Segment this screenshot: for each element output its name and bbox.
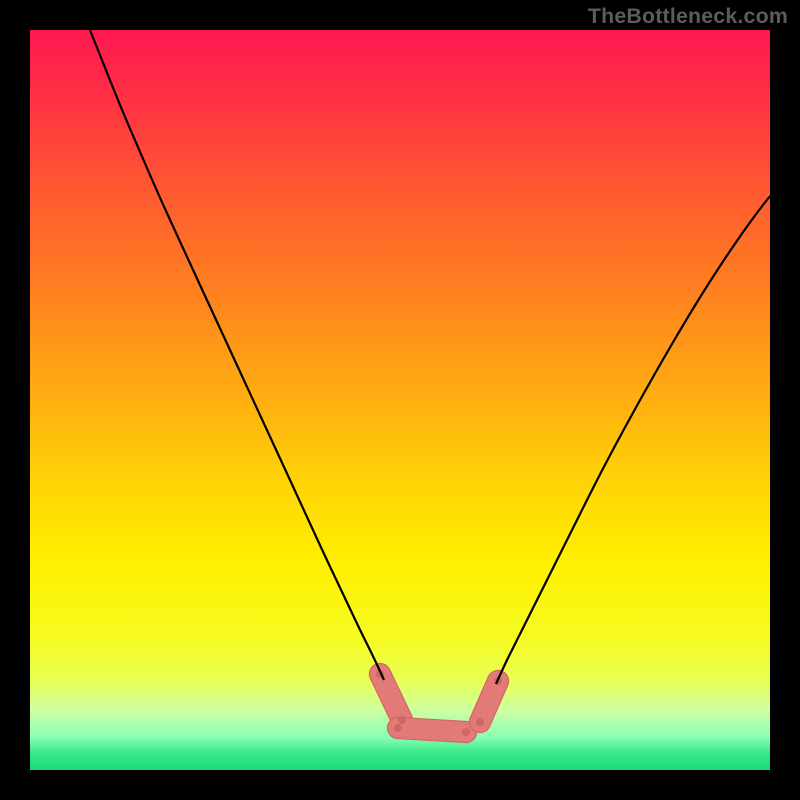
dot-mid-left xyxy=(394,724,402,732)
dot-left-bot xyxy=(398,716,406,724)
dot-right-bot xyxy=(476,718,484,726)
cap-mid xyxy=(398,728,466,732)
dot-mid-right xyxy=(462,728,470,736)
bottleneck-curve-plot xyxy=(0,0,800,800)
outer-frame: TheBottleneck.com xyxy=(0,0,800,800)
gradient-background xyxy=(30,30,770,770)
source-watermark: TheBottleneck.com xyxy=(588,4,788,29)
